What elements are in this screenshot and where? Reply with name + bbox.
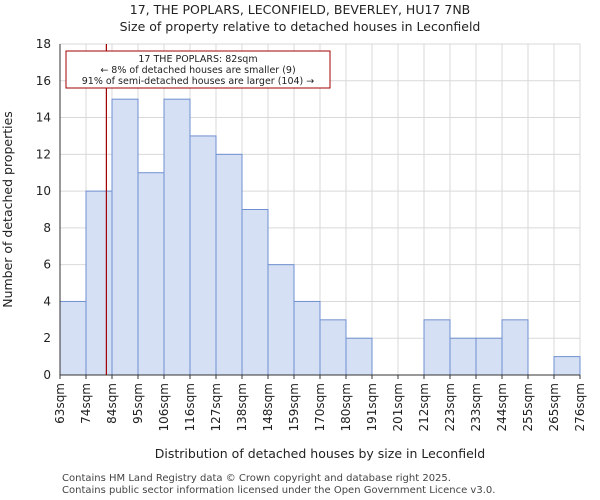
x-tick-label: 212sqm <box>417 383 431 431</box>
x-axis-label: Distribution of detached houses by size … <box>155 446 485 461</box>
x-tick-label: 95sqm <box>131 383 145 424</box>
histogram-bar <box>189 135 217 376</box>
x-tick-label: 180sqm <box>339 383 353 431</box>
histogram-bar <box>241 209 269 376</box>
histogram-bar <box>85 190 113 376</box>
x-tick-label: 276sqm <box>573 383 587 431</box>
histogram-bar <box>553 356 581 376</box>
chart-subtitle: Size of property relative to detached ho… <box>119 19 481 34</box>
x-tick-label: 84sqm <box>105 383 119 424</box>
x-tick-label: 233sqm <box>469 383 483 431</box>
y-tick-label: 4 <box>43 294 51 308</box>
y-axis-label: Number of detached properties <box>0 111 15 308</box>
chart-title: 17, THE POPLARS, LECONFIELD, BEVERLEY, H… <box>129 2 471 17</box>
x-tick-label: 74sqm <box>79 383 93 424</box>
y-tick-label: 18 <box>36 37 51 51</box>
footer-licence: Contains public sector information licen… <box>62 485 496 496</box>
annotation-line: 91% of semi-detached houses are larger (… <box>82 76 315 87</box>
annotation-line: ← 8% of detached houses are smaller (9) <box>100 65 295 76</box>
histogram-bar <box>449 337 477 376</box>
y-tick-label: 16 <box>36 74 51 88</box>
x-tick-label: 106sqm <box>157 383 171 431</box>
histogram-chart: 0 2 4 6 8 10 12 14 16 18 63sqm 74sqm 84sqm 95sqm 106sq… <box>0 37 587 461</box>
y-tick-label: 12 <box>36 147 51 161</box>
y-tick-label: 8 <box>43 221 51 235</box>
x-tick-label: 138sqm <box>235 383 249 431</box>
histogram-bar <box>293 300 321 376</box>
x-tick-label: 63sqm <box>53 383 67 424</box>
histogram-bar <box>501 319 529 376</box>
x-tick-label: 265sqm <box>547 383 561 431</box>
x-tick-label: 127sqm <box>209 383 223 431</box>
histogram-bar <box>59 300 87 376</box>
x-tick-label: 255sqm <box>521 383 535 431</box>
y-tick-label: 2 <box>43 331 51 345</box>
histogram-bar <box>423 319 451 376</box>
histogram-bar <box>137 172 165 376</box>
x-tick-label: 159sqm <box>287 383 301 431</box>
histogram-bar <box>215 153 243 376</box>
histogram-bar <box>475 337 503 376</box>
histogram-bar <box>345 337 373 376</box>
annotation-box <box>65 50 331 89</box>
histogram-bar <box>111 98 139 376</box>
x-tick-label: 170sqm <box>313 383 327 431</box>
histogram-bar <box>267 264 295 376</box>
x-tick-label: 148sqm <box>261 383 275 431</box>
y-tick-label: 6 <box>43 258 51 272</box>
x-tick-label: 191sqm <box>365 383 379 431</box>
histogram-bar <box>319 319 347 376</box>
y-tick-label: 14 <box>36 111 51 125</box>
x-tick-label: 223sqm <box>443 383 457 431</box>
x-tick-label: 244sqm <box>495 383 509 431</box>
footer-copyright: Contains HM Land Registry data © Crown c… <box>62 473 451 484</box>
y-tick-label: 10 <box>36 184 51 198</box>
x-tick-label: 116sqm <box>183 383 197 431</box>
annotation-line: 17 THE POPLARS: 82sqm <box>138 54 257 65</box>
y-tick-label: 0 <box>43 368 51 382</box>
x-tick-label: 201sqm <box>391 383 405 431</box>
histogram-bar <box>163 98 191 376</box>
